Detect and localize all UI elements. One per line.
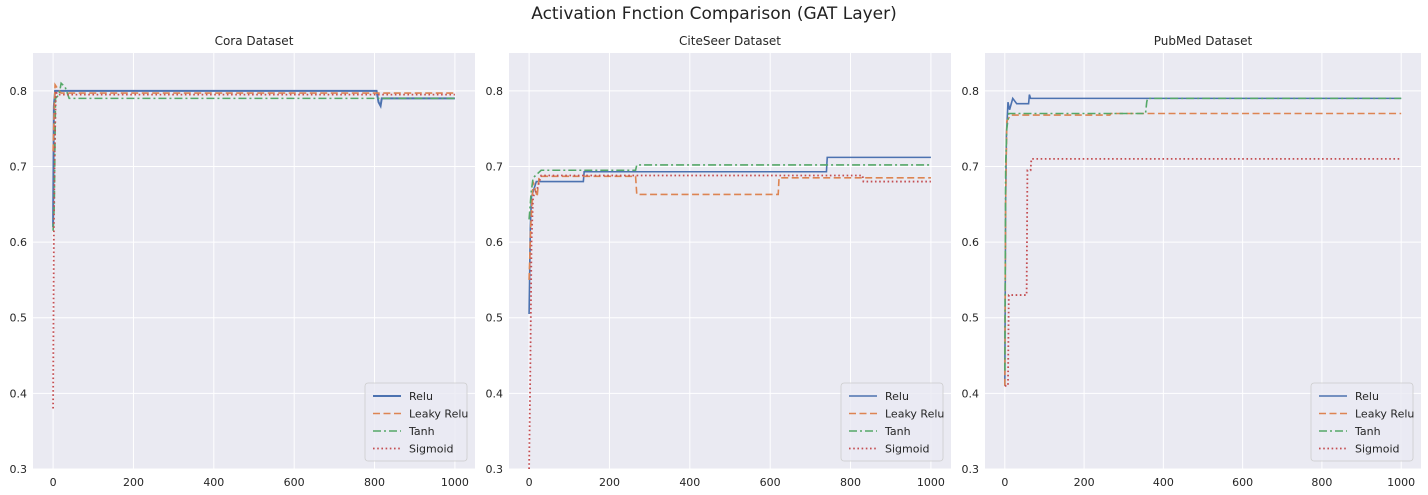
legend-label: Leaky Relu	[885, 408, 944, 421]
series-line-tanh	[52, 81, 455, 231]
legend-label: Relu	[885, 390, 909, 403]
x-tick-label: 800	[364, 476, 385, 489]
legend-box	[840, 382, 944, 462]
y-tick-label: 0.4	[10, 387, 28, 400]
y-tick-label: 0.7	[962, 160, 980, 173]
y-tick-label: 0.3	[10, 463, 28, 476]
y-tick-label: 0.5	[486, 312, 504, 325]
x-tick-label: 0	[1001, 476, 1008, 489]
legend: Relu Leaky Relu Tanh Sigmoid	[364, 382, 468, 462]
x-tick-label: 400	[1153, 476, 1174, 489]
y-tick-label: 0.8	[10, 85, 28, 98]
legend-label: Tanh	[408, 425, 435, 438]
y-tick-label: 0.3	[962, 463, 980, 476]
legend-label: Tanh	[884, 425, 911, 438]
chart-panel-0: 0.3 0.4 0.5 0.6 0.7 0.8 0 200 400 600 800 1000 Cora …	[10, 34, 475, 489]
x-tick-label: 600	[1232, 476, 1253, 489]
x-tick-label: 600	[760, 476, 781, 489]
legend-label: Sigmoid	[1355, 443, 1400, 456]
legend: Relu Leaky Relu Tanh Sigmoid	[1310, 382, 1414, 462]
legend-label: Sigmoid	[885, 443, 930, 456]
x-tick-label: 1000	[1387, 476, 1415, 489]
y-tick-label: 0.6	[486, 236, 504, 249]
x-tick-label: 200	[599, 476, 620, 489]
legend-label: Tanh	[1354, 425, 1381, 438]
chart-title: Cora Dataset	[215, 34, 294, 48]
y-tick-label: 0.4	[486, 387, 504, 400]
x-tick-label: 200	[123, 476, 144, 489]
x-tick-label: 1000	[917, 476, 945, 489]
chart-panel-2: 0.3 0.4 0.5 0.6 0.7 0.8 0 200 400 600 800 1000 PubMe…	[962, 34, 1421, 489]
legend-box	[1310, 382, 1414, 462]
series-line-sigmoid	[1004, 157, 1402, 387]
x-tick-label: 0	[50, 476, 57, 489]
y-tick-label: 0.7	[10, 160, 28, 173]
y-tick-label: 0.8	[486, 85, 504, 98]
series-line-leaky-relu	[52, 82, 455, 152]
legend-label: Leaky Relu	[409, 408, 468, 421]
legend: Relu Leaky Relu Tanh Sigmoid	[840, 382, 944, 462]
y-tick-label: 0.5	[10, 312, 28, 325]
series-line-tanh	[1004, 97, 1402, 371]
x-tick-label: 1000	[441, 476, 469, 489]
x-tick-label: 200	[1074, 476, 1095, 489]
legend-label: Relu	[409, 390, 433, 403]
y-tick-label: 0.8	[962, 85, 980, 98]
figure-title: Activation Fnction Comparison (GAT Layer…	[531, 4, 897, 24]
x-tick-label: 400	[203, 476, 224, 489]
series-line-sigmoid	[52, 90, 455, 409]
legend-label: Sigmoid	[409, 443, 454, 456]
chart-title: PubMed Dataset	[1154, 34, 1253, 48]
legend-box	[364, 382, 468, 462]
y-tick-label: 0.4	[962, 387, 980, 400]
chart-title: CiteSeer Dataset	[679, 34, 781, 48]
y-tick-label: 0.6	[962, 236, 980, 249]
x-tick-label: 400	[679, 476, 700, 489]
y-tick-label: 0.6	[10, 236, 28, 249]
x-tick-label: 800	[1311, 476, 1332, 489]
x-tick-label: 800	[840, 476, 861, 489]
chart-panel-1: 0.3 0.4 0.5 0.6 0.7 0.8 0 200 400 600 800 1000 CiteS…	[486, 34, 951, 489]
series-line-tanh	[528, 164, 931, 220]
x-tick-label: 600	[284, 476, 305, 489]
y-tick-label: 0.5	[962, 312, 980, 325]
y-tick-label: 0.7	[486, 160, 504, 173]
legend-label: Leaky Relu	[1355, 408, 1414, 421]
legend-label: Relu	[1355, 390, 1379, 403]
x-tick-label: 0	[526, 476, 533, 489]
y-tick-label: 0.3	[486, 463, 504, 476]
